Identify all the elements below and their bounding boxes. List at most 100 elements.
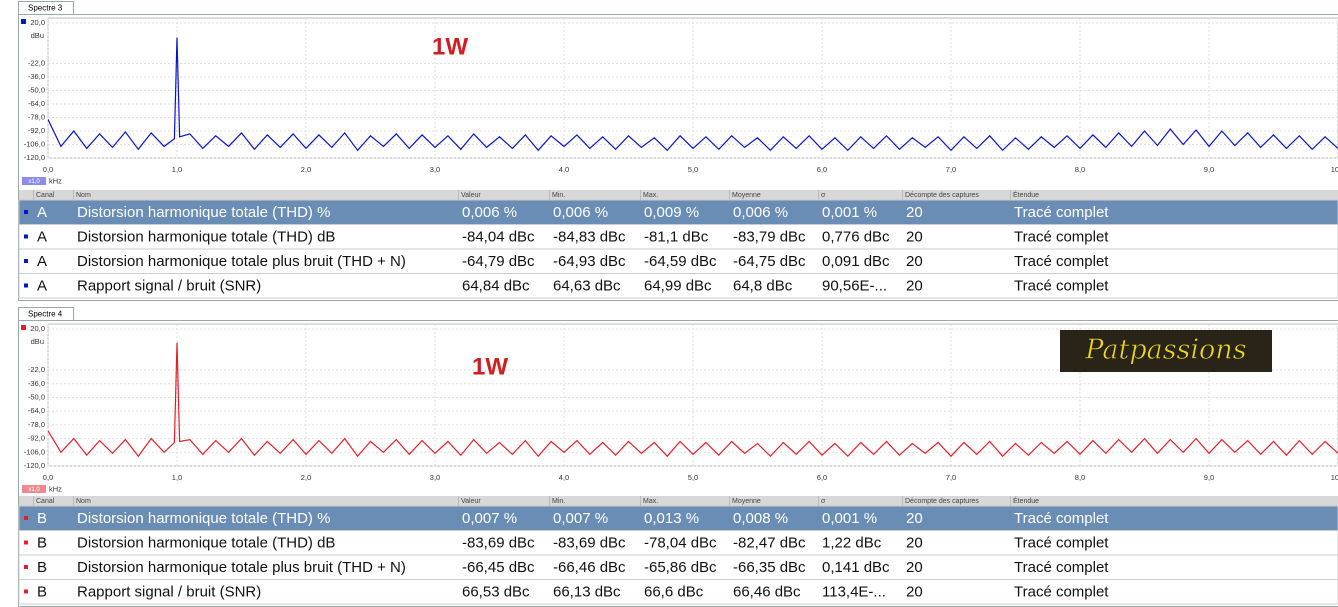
x-tick-label: 0,0 (43, 473, 53, 482)
tab-label: Spectre 4 (28, 310, 63, 319)
table-cell: 20 (906, 204, 923, 221)
column-header: Nom (76, 498, 91, 505)
x-tick-label: 8,0 (1075, 473, 1085, 482)
tab-label: Spectre 3 (28, 4, 63, 13)
table-cell: 66,46 dBc (733, 583, 801, 600)
column-header: Valeur (461, 192, 481, 199)
table-cell: 0,001 % (822, 204, 877, 221)
table-cell: Rapport signal / bruit (SNR) (77, 277, 261, 294)
table-cell: -64,93 dBc (553, 253, 626, 270)
column-header: Canal (36, 192, 55, 199)
column-header: Moyenne (732, 192, 761, 199)
y-tick-label: 20,0 (30, 324, 45, 333)
x-tick-label: 0,0 (43, 165, 53, 174)
x-tick-label: 2,0 (301, 165, 311, 174)
panel-frame (18, 14, 1338, 301)
row-marker (24, 210, 28, 214)
y-tick-label: -50,0 (28, 85, 45, 94)
x-tick-label: 3,0 (430, 473, 440, 482)
table-row[interactable] (18, 199, 1338, 225)
annotation: 1W (472, 353, 508, 380)
spectrum-line (48, 37, 1338, 152)
table-cell: 20 (906, 277, 923, 294)
table-cell: 66,13 dBc (553, 583, 621, 600)
y-tick-label: -78,0 (28, 112, 45, 121)
x-tick-label: 10,0 (1331, 473, 1338, 482)
table-cell: Distorsion harmonique totale (THD) % (77, 204, 330, 221)
y-tick-label: -50,0 (28, 392, 45, 401)
table-row[interactable] (18, 579, 1338, 605)
table-cell: 0,776 dBc (822, 228, 890, 245)
column-header: Décompte des captures (905, 192, 979, 199)
x-tick-label: 2,0 (301, 473, 311, 482)
x-tick-label: 1,0 (172, 165, 182, 174)
table-cell: Tracé complet (1014, 510, 1109, 527)
table-cell: A (37, 277, 47, 294)
table-row[interactable] (18, 530, 1338, 556)
table-row[interactable] (18, 505, 1338, 531)
row-marker (24, 234, 28, 239)
scale-badge (22, 485, 46, 493)
table-cell: -84,83 dBc (553, 228, 626, 245)
column-header: Canal (36, 498, 55, 505)
y-tick-label: -120,0 (24, 153, 45, 162)
spectrum-line (48, 342, 1338, 458)
table-cell: 0,006 % (462, 204, 517, 221)
column-header: Valeur (461, 498, 481, 505)
x-tick-label: 5,0 (688, 165, 698, 174)
channel-marker (21, 19, 26, 24)
table-cell: Tracé complet (1014, 534, 1109, 551)
table-cell: 20 (906, 228, 923, 245)
column-header: Moyenne (732, 498, 761, 505)
column-header: Décompte des captures (905, 498, 979, 505)
table-cell: Tracé complet (1014, 559, 1109, 576)
y-tick-label: -22,0 (28, 365, 45, 374)
table-row[interactable] (18, 224, 1338, 250)
column-header: Étendue (1013, 190, 1039, 199)
column-header: Max. (643, 498, 658, 505)
column-header: Étendue (1013, 496, 1039, 505)
column-header: Max. (643, 192, 658, 199)
table-cell: Distorsion harmonique totale plus bruit … (77, 559, 406, 576)
watermark-box (1060, 330, 1272, 372)
x-tick-label: 5,0 (688, 473, 698, 482)
table-cell: -64,75 dBc (733, 253, 806, 270)
x-tick-label: 9,0 (1204, 165, 1214, 174)
table-cell: -66,46 dBc (553, 559, 626, 576)
x-axis-label: kHz (49, 176, 62, 185)
scale-badge-label: x1,0 (28, 487, 40, 493)
y-tick-label: -78,0 (28, 420, 45, 429)
table-row[interactable] (18, 273, 1338, 299)
x-tick-label: 10,0 (1331, 165, 1338, 174)
x-tick-label: 7,0 (946, 165, 956, 174)
y-tick-label: -106,0 (24, 447, 45, 456)
table-cell: 64,63 dBc (553, 277, 621, 294)
table-cell: Tracé complet (1014, 277, 1109, 294)
table-cell: -64,59 dBc (644, 253, 717, 270)
channel-marker (21, 325, 26, 330)
table-cell: Tracé complet (1014, 253, 1109, 270)
table-cell: Tracé complet (1014, 228, 1109, 245)
tab[interactable] (18, 307, 74, 321)
table-cell: 66,6 dBc (644, 583, 704, 600)
watermark: Patpassions (1084, 335, 1246, 366)
scale-badge-label: x1,0 (28, 179, 40, 185)
column-header: Min. (552, 498, 565, 505)
table-cell: -84,04 dBc (462, 228, 535, 245)
column-header: Nom (76, 192, 91, 199)
row-marker (24, 540, 28, 545)
table-cell: 1,22 dBc (822, 534, 882, 551)
tab[interactable] (18, 1, 74, 15)
y-tick-label: -36,0 (28, 379, 45, 388)
table-cell: Distorsion harmonique totale plus bruit … (77, 253, 406, 270)
table-cell: 0,141 dBc (822, 559, 890, 576)
table-cell: 64,8 dBc (733, 277, 793, 294)
x-tick-label: 7,0 (946, 473, 956, 482)
x-tick-label: 1,0 (172, 473, 182, 482)
table-header (19, 190, 1338, 200)
column-header: σ (821, 192, 826, 199)
row-marker (24, 259, 28, 263)
table-cell: 0,008 % (733, 510, 788, 527)
table-row[interactable] (18, 554, 1338, 580)
